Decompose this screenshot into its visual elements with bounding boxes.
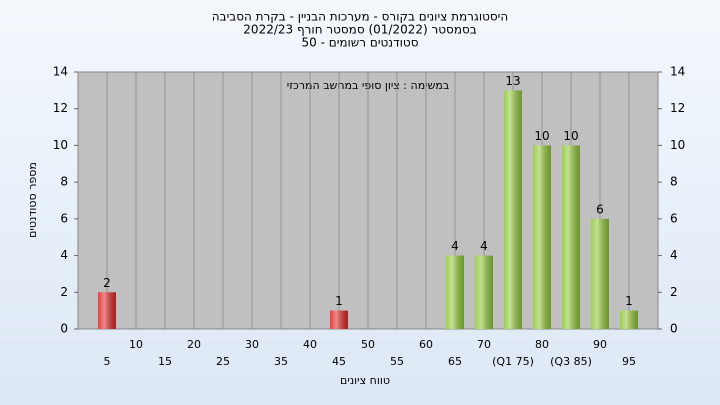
x-tick-label: (Q1 75): [492, 355, 534, 368]
x-tick-label: 60: [419, 338, 433, 351]
x-tick-label: 40: [303, 338, 317, 351]
x-tick-label: 10: [129, 338, 143, 351]
y-axis-label: מספר סטודנטים: [26, 162, 39, 238]
x-tick-label: 55: [390, 355, 404, 368]
y-tick-label: 4: [60, 248, 68, 262]
y2-tick-label: 8: [670, 175, 678, 189]
x-tick-label: 95: [622, 355, 636, 368]
bar-shade: [620, 310, 638, 329]
y-tick-label: 8: [60, 175, 68, 189]
data-label: 1: [625, 294, 633, 308]
x-tick-label: 15: [158, 355, 172, 368]
x-tick-label: 30: [245, 338, 259, 351]
y2-tick-label: 10: [670, 138, 685, 152]
bar-shade: [475, 255, 493, 329]
data-label: 2: [103, 276, 111, 290]
chart-title: היסטוגרמת ציונים בקורס - מערכות הבניין -…: [212, 10, 508, 24]
bar-shade: [562, 145, 580, 329]
chart-subtitle: סטודנטים רשומים - 50: [301, 36, 418, 50]
x-tick-label: 5: [104, 355, 111, 368]
y-tick-label: 12: [53, 101, 68, 115]
data-label: 1: [335, 294, 343, 308]
y2-tick-label: 4: [670, 248, 678, 262]
y-tick-label: 6: [60, 211, 68, 225]
bar-shade: [98, 292, 116, 329]
x-tick-label: (Q3 85): [550, 355, 592, 368]
y2-tick-label: 12: [670, 101, 685, 115]
x-tick-label: 65: [448, 355, 462, 368]
bar-shade: [330, 310, 348, 329]
data-label: 13: [505, 74, 520, 88]
y-tick-label: 10: [53, 138, 68, 152]
bar-shade: [533, 145, 551, 329]
x-tick-label: 80: [535, 338, 549, 351]
x-tick-label: 70: [477, 338, 491, 351]
chart-subtitle: בסמסטר (01/2022) סמסטר חורף 2022/23: [243, 23, 476, 37]
data-label: 10: [534, 129, 549, 143]
y-tick-label: 0: [60, 322, 68, 336]
data-label: 10: [563, 129, 578, 143]
y-tick-label: 14: [53, 65, 68, 79]
data-label: 4: [451, 239, 459, 253]
bar-shade: [591, 218, 609, 329]
bar-shade: [446, 255, 464, 329]
y2-tick-label: 2: [670, 285, 678, 299]
y2-tick-label: 6: [670, 211, 678, 225]
data-label: 4: [480, 239, 488, 253]
x-tick-label: 90: [593, 338, 607, 351]
bar-shade: [504, 90, 522, 329]
x-tick-label: 35: [274, 355, 288, 368]
data-label: 6: [596, 202, 604, 216]
x-tick-label: 50: [361, 338, 375, 351]
x-tick-label: 25: [216, 355, 230, 368]
y2-tick-label: 0: [670, 322, 678, 336]
x-axis-label: טווח ציונים: [340, 374, 390, 387]
y-tick-label: 2: [60, 285, 68, 299]
y2-tick-label: 14: [670, 65, 685, 79]
x-tick-label: 45: [332, 355, 346, 368]
x-tick-label: 20: [187, 338, 201, 351]
